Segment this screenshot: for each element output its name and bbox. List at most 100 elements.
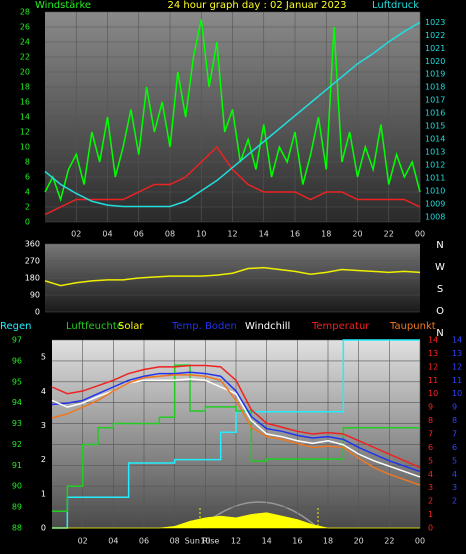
y-tick-label: 2 [452, 497, 457, 506]
y-tick-label: 88 [12, 524, 22, 533]
y-tick-label: 1021 [425, 44, 445, 53]
y-tick-label: 1022 [425, 31, 445, 40]
legend-label: Luftfeuchte [66, 321, 123, 332]
y-tick-label: 1017 [425, 96, 445, 105]
y-tick-label: 12 [20, 128, 30, 137]
y-tick-label: 1016 [425, 109, 445, 118]
y-tick-label: 94 [12, 398, 22, 407]
x-tick-label: 06 [139, 537, 149, 546]
y-tick-label: 4 [428, 470, 433, 479]
y-tick-label: 90 [30, 291, 40, 300]
x-tick-label: 12 [227, 230, 237, 239]
y-tick-label: 270 [25, 257, 40, 266]
legend-label: Taupunkt [389, 321, 436, 332]
x-tick-label: 10 [200, 537, 210, 546]
x-tick-label: 16 [290, 230, 300, 239]
y-tick-label: 1010 [425, 186, 445, 195]
y-tick-label: 2 [41, 455, 46, 464]
line [52, 364, 420, 513]
y-tick-label: 4 [452, 470, 457, 479]
y-tick-label: 28 [20, 8, 30, 17]
y-tick-label: 95 [12, 377, 22, 386]
y-tick-label: 1 [41, 489, 46, 498]
y-tick-label: 1023 [425, 18, 445, 27]
y-tick-label: 92 [12, 440, 22, 449]
y-tick-label: 1013 [425, 148, 445, 157]
line [44, 145, 421, 216]
x-tick-label: 10 [196, 230, 206, 239]
y-tick-label: 1 [428, 510, 433, 519]
y-tick-label: 6 [25, 173, 30, 182]
compass-label: S [437, 284, 443, 295]
x-tick-label: 00 [415, 230, 425, 239]
y-tick-label: 3 [452, 483, 457, 492]
annotation: Sun Rise [185, 537, 220, 546]
y-tick-label: 0 [35, 308, 40, 317]
y-tick-label: 20 [20, 68, 30, 77]
compass-label: O [436, 306, 444, 317]
y-tick-label: 1015 [425, 122, 445, 131]
line [51, 371, 421, 473]
y-tick-label: 9 [452, 403, 457, 412]
marks [44, 19, 421, 529]
grid [45, 11, 421, 529]
y-tick-label: 13 [428, 349, 438, 358]
x-tick-label: 22 [384, 537, 394, 546]
y-tick-label: 3 [428, 483, 433, 492]
y-tick-label: 16 [20, 98, 30, 107]
y-tick-label: 180 [25, 274, 40, 283]
legend-label: Temperatur [311, 321, 370, 332]
y-tick-label: 1019 [425, 70, 445, 79]
x-tick-label: 08 [165, 230, 175, 239]
y-tick-label: 2 [25, 203, 30, 212]
x-tick-label: 06 [134, 230, 144, 239]
line [51, 364, 421, 469]
labels: 0246810121416182022242628100810091010101… [0, 0, 462, 546]
y-tick-label: 1009 [425, 199, 445, 208]
y-tick-label: 6 [452, 443, 457, 452]
y-tick-label: 14 [452, 336, 462, 345]
line [44, 266, 421, 287]
compass-label: W [435, 262, 445, 273]
y-tick-label: 0 [25, 218, 30, 227]
y-tick-label: 97 [12, 336, 22, 345]
line [52, 339, 420, 529]
x-tick-label: 22 [384, 230, 394, 239]
y-tick-label: 13 [452, 349, 462, 358]
y-tick-label: 10 [452, 389, 462, 398]
y-tick-label: 0 [41, 524, 46, 533]
x-tick-label: 14 [262, 537, 272, 546]
y-tick-label: 1020 [425, 57, 445, 66]
y-tick-label: 1011 [425, 173, 445, 182]
legend-label: Temp. Boden [171, 321, 237, 332]
chart-title: 24 hour graph day : 02 Januar 2023 [167, 0, 346, 11]
line [44, 19, 421, 203]
x-tick-label: 16 [292, 537, 302, 546]
x-tick-label: 04 [102, 230, 112, 239]
x-tick-label: 02 [78, 537, 88, 546]
compass-label: N [436, 240, 443, 251]
y-tick-label: 9 [428, 403, 433, 412]
y-axis-title: Windstärke [35, 0, 91, 11]
legend-label: Windchill [245, 321, 290, 332]
y-tick-label: 3 [41, 421, 46, 430]
y-tick-label: 22 [20, 53, 30, 62]
x-tick-label: 14 [259, 230, 269, 239]
legend-label: Solar [118, 321, 144, 332]
line [44, 21, 421, 208]
y-tick-label: 2 [428, 497, 433, 506]
x-tick-label: 12 [231, 537, 241, 546]
y-tick-label: 26 [20, 23, 30, 32]
y-tick-label: 89 [12, 503, 22, 512]
y-tick-label: 1018 [425, 83, 445, 92]
y-tick-label: 5 [41, 353, 46, 362]
area [52, 512, 420, 529]
y-tick-label: 5 [428, 456, 433, 465]
x-tick-label: 18 [323, 537, 333, 546]
y-tick-label: 5 [452, 456, 457, 465]
y-tick-label: 11 [428, 376, 438, 385]
y-tick-label: 10 [428, 389, 438, 398]
legend-label: Regen [0, 321, 32, 332]
y-tick-label: 360 [25, 240, 40, 249]
y-tick-label: 1012 [425, 160, 445, 169]
